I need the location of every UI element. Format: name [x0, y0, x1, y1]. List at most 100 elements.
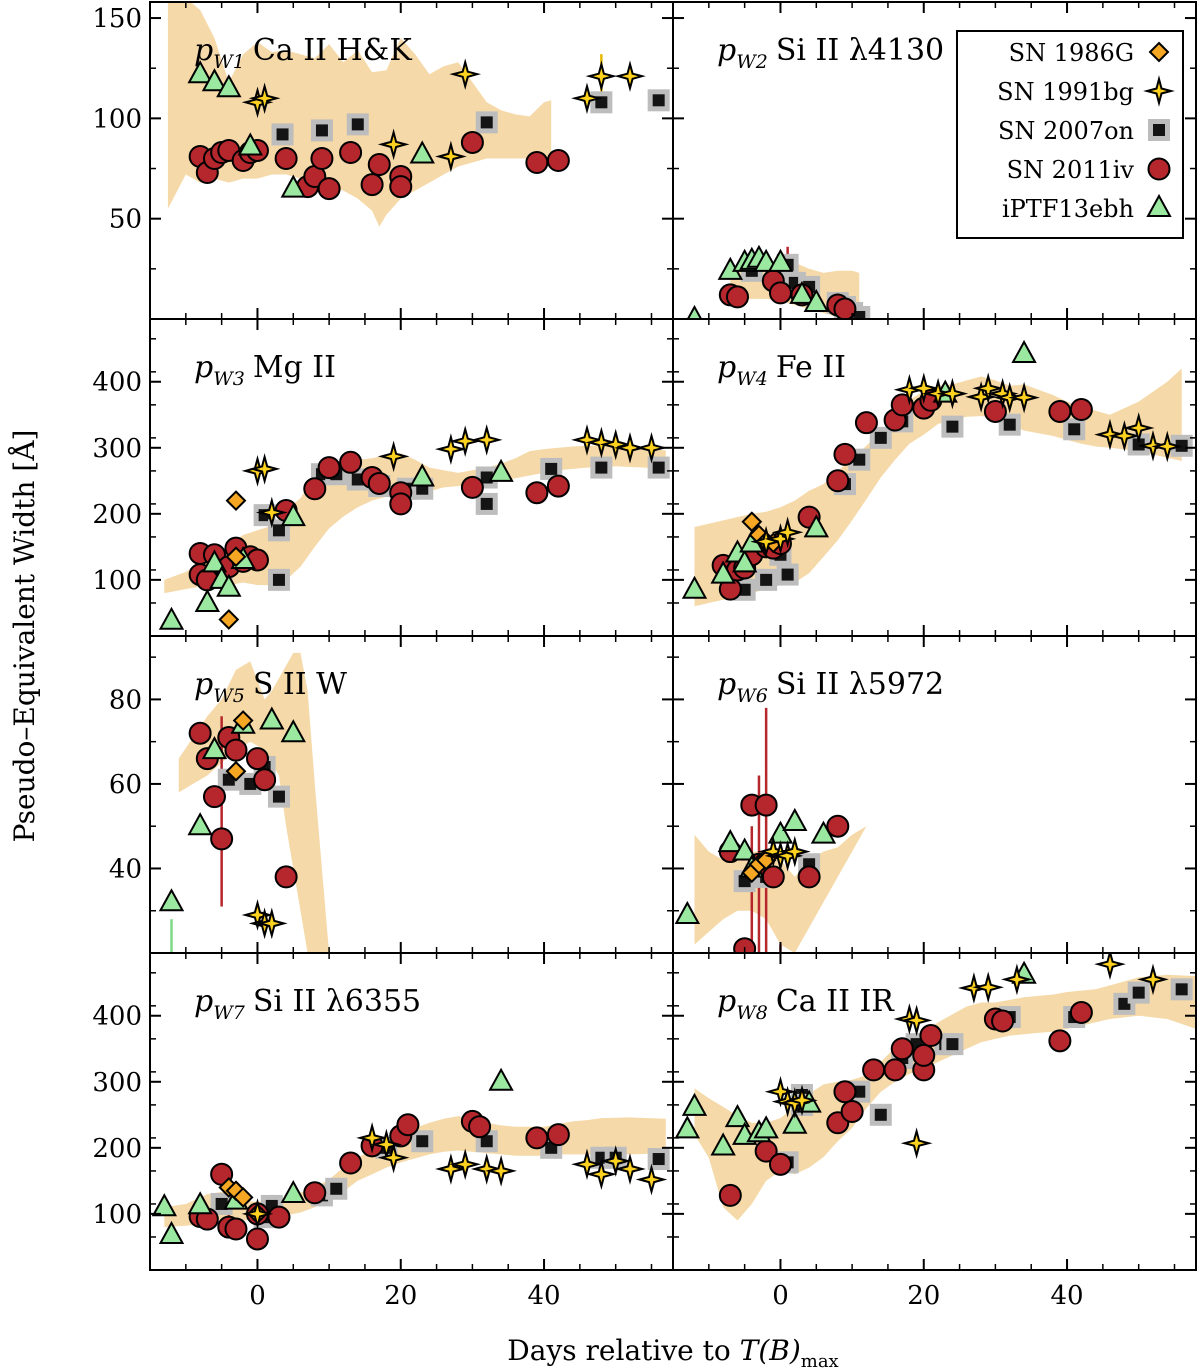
point-pW4-sn1991bg-14 — [1122, 412, 1155, 444]
point-pW2-sn2011iv-3 — [768, 281, 792, 305]
point-pW1-sn2011iv-13 — [339, 140, 363, 164]
point-pW3-sn2011iv-10 — [303, 477, 327, 501]
point-pW7-iptf13ebh-0 — [151, 1193, 178, 1217]
xtick-label-pW7-20: 20 — [384, 1281, 417, 1311]
point-pW1-sn2011iv-18 — [460, 130, 484, 154]
point-pW4-sn2011iv-17 — [1048, 399, 1072, 423]
panel-title-p-pW8: p — [717, 984, 736, 1019]
point-pW7-sn2007on-7-core — [480, 1135, 493, 1148]
point-pW1-sn1991bg-7 — [614, 60, 646, 93]
point-pW6-iptf13ebh-6 — [810, 820, 837, 844]
point-pW7-sn1991bg-8 — [571, 1148, 603, 1181]
panel-title-feature-pW8: Ca II IR — [776, 984, 895, 1019]
point-pW6-sn2011iv-7 — [826, 814, 850, 838]
point-pW4-iptf13ebh-5 — [803, 514, 829, 538]
point-pW1-iptf13ebh-2 — [216, 74, 242, 98]
point-pW5-iptf13ebh-2 — [201, 736, 228, 760]
point-pW4-sn1991bg-16 — [1151, 430, 1184, 463]
point-pW1-iptf13ebh-5 — [409, 140, 435, 164]
point-pW3-sn1991bg-6 — [470, 424, 503, 456]
panel-title-p-pW7: p — [194, 984, 213, 1019]
point-pW8-sn2011iv-2 — [768, 1152, 792, 1176]
point-pW8-sn1991bg-5 — [900, 1004, 933, 1037]
point-pW6-sn2011iv-4 — [754, 793, 778, 817]
point-pW4-sn1991bg-4 — [907, 372, 940, 405]
panel-title-p-pW1: p — [194, 33, 213, 68]
point-pW7-sn1991bg-3 — [377, 1141, 410, 1174]
point-pW6-iptf13ebh-5 — [782, 807, 808, 831]
x-axis-label-var: T(B) — [740, 1334, 801, 1367]
xtick-label-pW8-20: 20 — [907, 1281, 940, 1311]
legend-marker-sn2007on-core — [1153, 124, 1165, 136]
point-pW3-sn2011iv-14 — [367, 471, 391, 495]
point-pW1-iptf13ebh-3 — [237, 132, 263, 156]
points-layer — [151, 58, 1193, 1251]
x-axis-label-sub: max — [801, 1351, 839, 1371]
point-pW5-sn2011iv-6 — [245, 747, 269, 771]
panel-title-sub-pW7: W7 — [213, 1002, 246, 1024]
panel-title-pW8: pW8 Ca II IR — [717, 984, 895, 1024]
point-pW4-sn2007on-11-core — [1132, 438, 1145, 451]
points-pW7 — [151, 1067, 670, 1251]
panel-title-sub-pW6: W6 — [736, 685, 768, 707]
point-pW3-sn1991bg-1 — [248, 453, 281, 485]
point-pW8-iptf13ebh-1 — [681, 1092, 708, 1116]
panel-title-pW4: pW4 Fe II — [717, 350, 846, 390]
point-pW7-sn1991bg-7 — [485, 1155, 517, 1187]
point-pW8-sn2011iv-7 — [883, 1058, 907, 1082]
point-pW3-sn1991bg-5 — [449, 425, 482, 458]
point-pW4-sn1991bg-12 — [1094, 418, 1126, 451]
point-pW5-iptf13ebh-0 — [158, 888, 185, 912]
point-pW3-sn1986g-2 — [225, 546, 247, 568]
point-pW7-sn1986g-2 — [232, 1186, 254, 1208]
point-pW4-sn2011iv-18 — [1069, 397, 1093, 421]
point-pW8-sn2011iv-15 — [1069, 1000, 1093, 1024]
legend-label-iptf13ebh: iPTF13ebh — [1002, 195, 1134, 223]
ytick-label-pW3-300: 300 — [92, 434, 142, 464]
point-pW7-sn2011iv-14 — [468, 1115, 492, 1139]
band-pW4 — [694, 368, 1182, 607]
point-pW3-sn2007on-10-core — [480, 497, 493, 510]
panel-title-p-pW6: p — [717, 667, 736, 702]
point-pW7-sn2007on-6-core — [416, 1135, 429, 1148]
band-pW3 — [164, 445, 666, 594]
point-pW5-sn1986g-0 — [225, 760, 247, 782]
point-pW4-sn1991bg-8 — [972, 372, 1005, 405]
point-pW7-sn1991bg-11 — [614, 1153, 646, 1185]
panel-title-p-pW4: p — [717, 350, 736, 385]
legend: SN 1986G SN 1991bg SN 2007on SN 2011iv iPTF1… — [956, 30, 1184, 239]
point-pW4-sn2007on-5-core — [853, 453, 866, 466]
panel-title-feature-pW3: Mg II — [253, 350, 336, 385]
point-pW3-sn1991bg-9 — [599, 428, 632, 461]
point-pW1-sn2007on-2-core — [351, 118, 364, 131]
point-pW8-sn1991bg-11 — [1137, 963, 1169, 996]
points-pW1 — [187, 58, 670, 201]
point-pW1-sn1991bg-1 — [248, 82, 281, 115]
point-pW2-iptf13ebh-6 — [767, 248, 794, 272]
point-pW1-sn1991bg-6 — [585, 60, 618, 93]
point-pW4-sn2007on-12-core — [1175, 439, 1188, 452]
point-pW1-sn2011iv-12 — [317, 177, 341, 201]
point-pW7-sn1991bg-0 — [241, 1198, 274, 1230]
panel-title-sub-pW1: W1 — [213, 51, 245, 73]
legend-box — [956, 30, 1184, 239]
panel-title-p-pW5: p — [194, 667, 213, 702]
frame-layer — [149, 1, 1197, 1271]
panel-title-pW6: pW6 Si II λ5972 — [717, 667, 944, 707]
point-pW8-sn2011iv-6 — [862, 1058, 886, 1082]
point-pW7-sn2007on-4-core — [330, 1182, 343, 1195]
ytick-label-pW5-80: 80 — [109, 685, 142, 715]
point-pW4-sn2011iv-16 — [983, 399, 1007, 423]
x-axis-label-prefix: Days relative to — [507, 1334, 739, 1367]
point-pW4-sn2007on-1-core — [760, 573, 773, 586]
point-pW1-sn2011iv-20 — [546, 149, 570, 172]
point-pW8-sn2007on-11-core — [1118, 997, 1131, 1010]
point-pW1-sn1991bg-3 — [435, 140, 467, 173]
point-pW5-sn2011iv-8 — [274, 865, 298, 889]
point-pW2-iptf13ebh-0 — [686, 304, 703, 319]
point-pW8-iptf13ebh-0 — [674, 1115, 701, 1139]
point-pW3-sn1991bg-8 — [585, 426, 618, 459]
point-pW2-iptf13ebh-8 — [803, 288, 829, 312]
point-pW4-sn2007on-9-core — [1003, 418, 1016, 431]
